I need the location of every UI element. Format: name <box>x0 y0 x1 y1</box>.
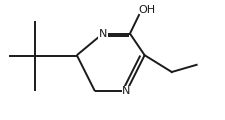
Text: N: N <box>98 29 107 39</box>
Text: OH: OH <box>138 5 155 15</box>
Text: N: N <box>122 86 130 96</box>
